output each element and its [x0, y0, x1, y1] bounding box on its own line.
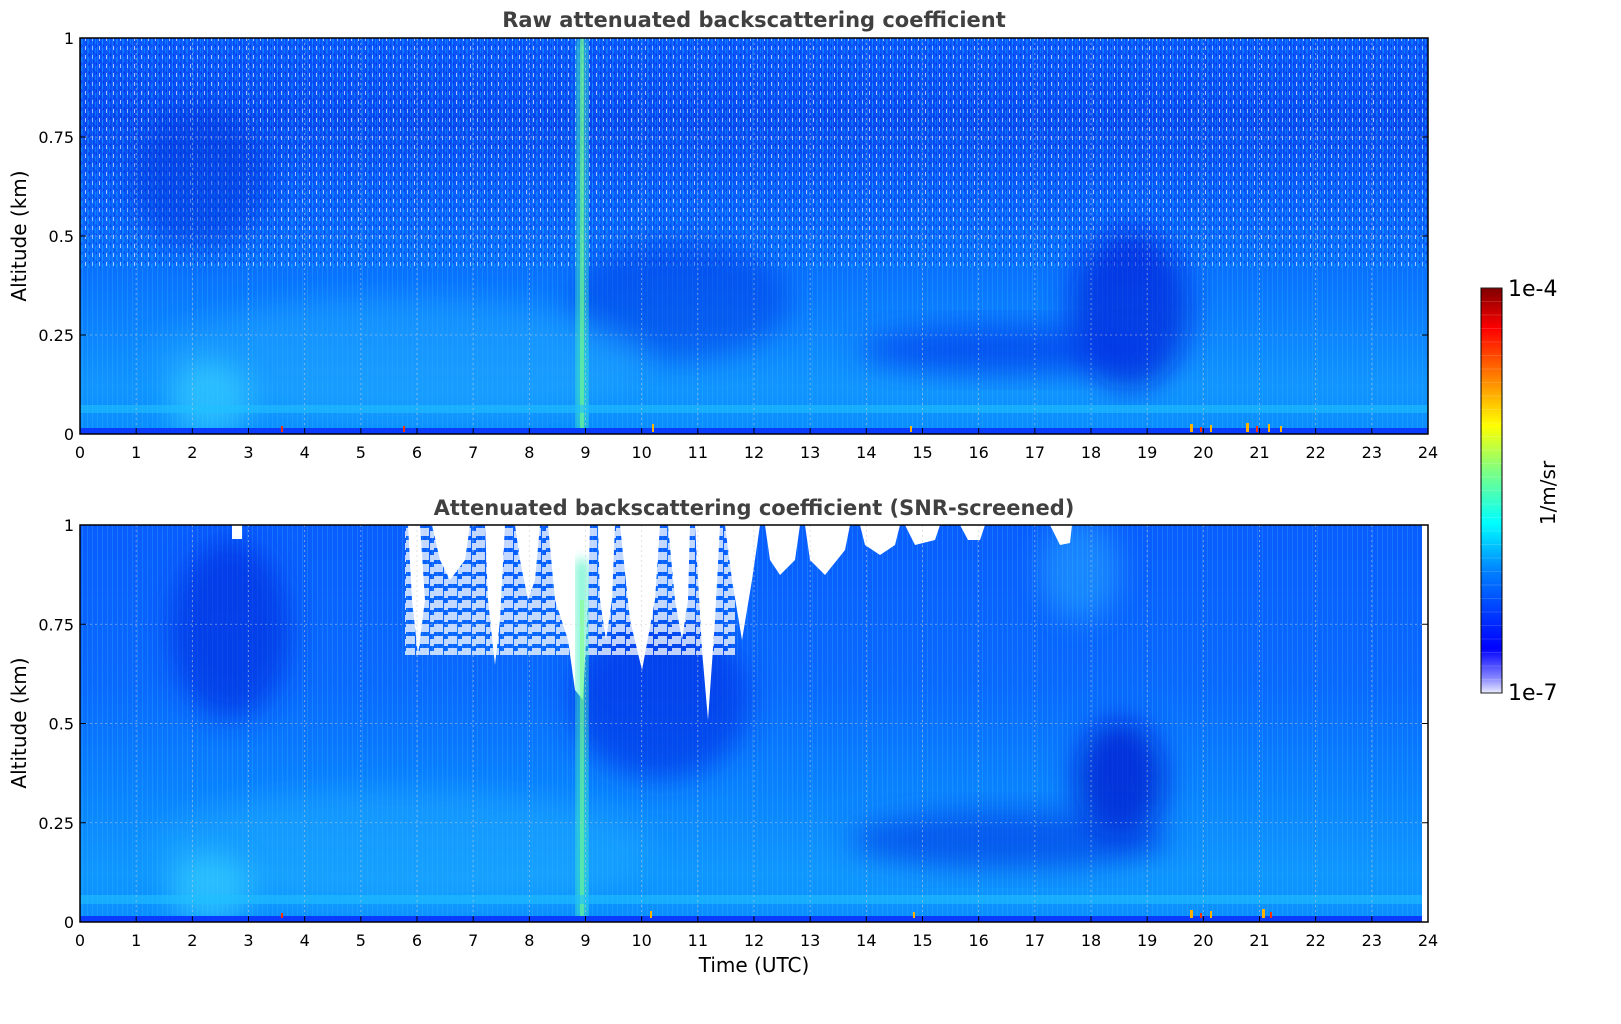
y-tick-label: 0.75 [38, 128, 74, 147]
x-tick-label: 1 [131, 931, 141, 950]
x-tick-label: 4 [300, 931, 310, 950]
x-tick-label: 11 [688, 931, 708, 950]
x-tick-label: 23 [1362, 931, 1382, 950]
x-tick-label: 10 [631, 443, 651, 462]
x-axis-label: Time (UTC) [698, 953, 810, 977]
x-tick-label: 8 [524, 931, 534, 950]
x-tick-label: 9 [580, 931, 590, 950]
x-tick-label: 15 [912, 443, 932, 462]
colorbar-scale [1480, 287, 1503, 694]
raw-x-ticks: 0 1 2 3 4 5 6 7 8 9 10 11 12 13 14 15 16 17 18 19 20 21 22 23 24 [75, 428, 1438, 462]
x-tick-label: 19 [1137, 443, 1157, 462]
x-tick-label: 23 [1362, 443, 1382, 462]
x-tick-label: 2 [187, 443, 197, 462]
y-tick-label: 0.25 [38, 814, 74, 833]
y-tick-label: 0.5 [49, 715, 74, 734]
x-tick-label: 13 [800, 931, 820, 950]
x-tick-label: 16 [968, 443, 988, 462]
x-tick-label: 17 [1025, 443, 1045, 462]
x-tick-label: 11 [688, 443, 708, 462]
x-tick-label: 6 [412, 443, 422, 462]
screened-backscatter-panel: 0 1 2 3 4 5 6 7 8 9 10 11 12 13 14 15 16 17 18 19 20 21 22 23 24… [7, 496, 1438, 977]
screened-y-axis-label: Altitude (km) [7, 657, 31, 788]
x-tick-label: 20 [1193, 443, 1213, 462]
colorbar-max-label: 1e-4 [1508, 277, 1557, 302]
y-tick-label: 0 [64, 425, 74, 444]
x-tick-label: 5 [356, 443, 366, 462]
x-tick-label: 7 [468, 443, 478, 462]
y-tick-label: 1 [64, 516, 74, 535]
x-tick-label: 24 [1418, 931, 1438, 950]
x-tick-label: 20 [1193, 931, 1213, 950]
raw-grid [80, 38, 1428, 434]
x-tick-label: 22 [1305, 931, 1325, 950]
x-tick-label: 6 [412, 931, 422, 950]
y-tick-label: 0.5 [49, 227, 74, 246]
raw-backscatter-panel: 0 1 2 3 4 5 6 7 8 9 10 11 12 13 14 15 16 17 18 19 20 21 22 23 24… [7, 8, 1438, 462]
x-tick-label: 8 [524, 443, 534, 462]
x-tick-label: 22 [1305, 443, 1325, 462]
y-tick-label: 0.25 [38, 326, 74, 345]
x-tick-label: 12 [744, 931, 764, 950]
x-tick-label: 1 [131, 443, 141, 462]
screened-y-ticks: 0 0.25 0.5 0.75 1 [38, 516, 1428, 932]
x-tick-label: 3 [243, 931, 253, 950]
y-tick-label: 0 [64, 913, 74, 932]
x-tick-label: 3 [243, 443, 253, 462]
x-tick-label: 18 [1081, 443, 1101, 462]
x-tick-label: 5 [356, 931, 366, 950]
colorbar: 1e-4 1e-7 1/m/sr [1480, 277, 1560, 706]
x-tick-label: 4 [300, 443, 310, 462]
screened-panel-title: Attenuated backscattering coefficient (S… [434, 496, 1075, 520]
x-tick-label: 0 [75, 443, 85, 462]
raw-y-ticks: 0 0.25 0.5 0.75 1 [38, 29, 1428, 444]
y-tick-label: 1 [64, 29, 74, 48]
x-tick-label: 16 [968, 931, 988, 950]
x-tick-label: 10 [631, 931, 651, 950]
x-tick-label: 0 [75, 931, 85, 950]
screened-x-ticks: 0 1 2 3 4 5 6 7 8 9 10 11 12 13 14 15 16 17 18 19 20 21 22 23 24 [75, 916, 1438, 950]
x-tick-label: 18 [1081, 931, 1101, 950]
x-tick-label: 2 [187, 931, 197, 950]
x-tick-label: 21 [1249, 443, 1269, 462]
raw-y-axis-label: Altitude (km) [7, 170, 31, 301]
y-tick-label: 0.75 [38, 615, 74, 634]
x-tick-label: 17 [1025, 931, 1045, 950]
raw-panel-title: Raw attenuated backscattering coefficien… [502, 8, 1006, 32]
x-tick-label: 7 [468, 931, 478, 950]
x-tick-label: 14 [856, 931, 876, 950]
screened-grid [80, 525, 1428, 922]
colorbar-min-label: 1e-7 [1508, 681, 1557, 706]
x-tick-label: 15 [912, 931, 932, 950]
x-tick-label: 19 [1137, 931, 1157, 950]
x-tick-label: 13 [800, 443, 820, 462]
x-tick-label: 21 [1249, 931, 1269, 950]
x-tick-label: 24 [1418, 443, 1438, 462]
x-tick-label: 12 [744, 443, 764, 462]
x-tick-label: 9 [580, 443, 590, 462]
x-tick-label: 14 [856, 443, 876, 462]
colorbar-unit-label: 1/m/sr [1536, 460, 1560, 525]
